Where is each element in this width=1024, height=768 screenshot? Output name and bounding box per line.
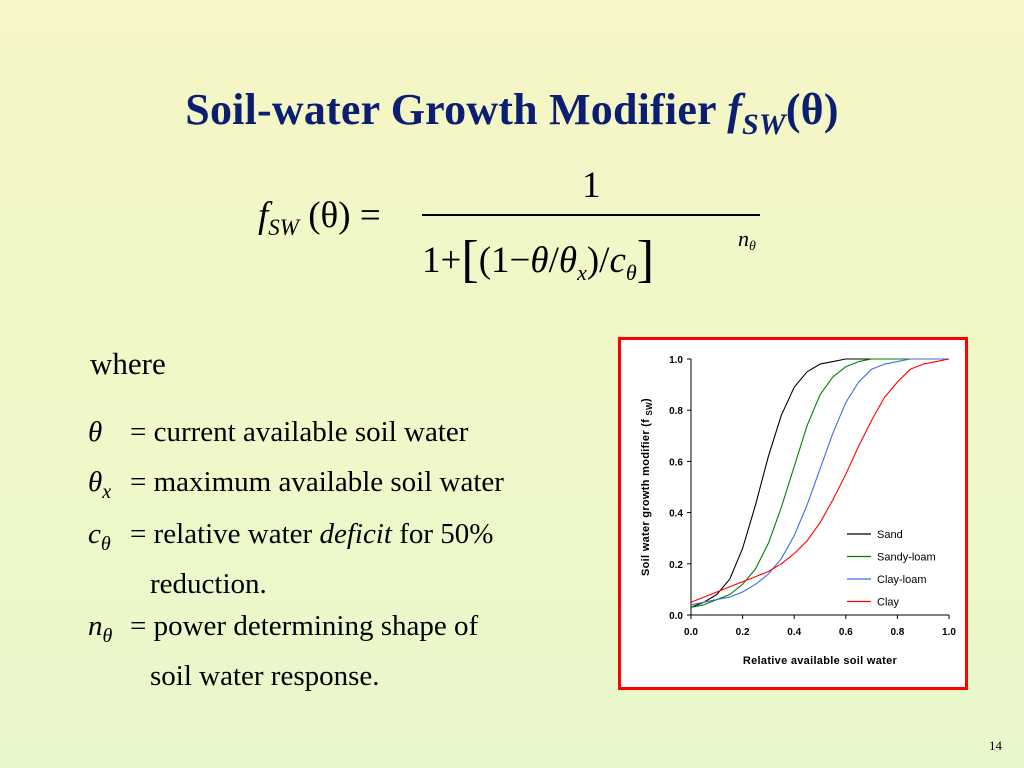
series-line-sand — [690, 358, 949, 608]
y-tick-label: 1.0 — [669, 355, 683, 366]
legend-label-sandy-loam: Sandy-loam — [877, 552, 936, 564]
series-line-sandy-loam — [690, 358, 949, 608]
definition-c-theta: cθ = relative water deficit for 50% reduc… — [88, 518, 494, 600]
title-text: Soil-water Growth Modifier — [185, 85, 728, 134]
x-tick-label: 0.8 — [890, 627, 904, 638]
x-tick-label: 0.2 — [736, 627, 750, 638]
legend-label-clay-loam: Clay-loam — [877, 574, 927, 586]
soil-water-modifier-chart: 0.0 0.2 0.4 0.6 0.8 1.0 0.0 0.2 0.4 0.6 0.8 1.0 Rela… — [640, 355, 956, 667]
y-tick-label: 0.4 — [669, 509, 683, 520]
x-tick-label: 1.0 — [942, 627, 956, 638]
definition-theta-x: θx = maximum available soil water — [88, 466, 504, 503]
growth-modifier-equation: fSW (θ) = 1 1+[(1−θ/θx)/cθ] nθ — [258, 165, 778, 288]
legend-label-clay: Clay — [877, 597, 900, 609]
definition-n-theta: nθ = power determining shape of soil wate… — [88, 610, 479, 692]
x-axis-label: Relative available soil water — [743, 655, 898, 667]
y-tick-label: 0.2 — [669, 560, 683, 571]
x-tick-label: 0.4 — [787, 627, 801, 638]
legend-label-sand: Sand — [877, 529, 903, 541]
y-tick-label: 0.8 — [669, 406, 683, 417]
slide-title: Soil-water Growth Modifier fSW(θ) — [0, 84, 1024, 142]
title-arg: (θ) — [785, 85, 839, 134]
y-tick-label: 0.0 — [669, 611, 683, 622]
chart-frame: 0.0 0.2 0.4 0.6 0.8 1.0 0.0 0.2 0.4 0.6 0.8 1.0 Rela… — [618, 337, 968, 690]
x-tick-label: 0.6 — [839, 627, 853, 638]
page-number: 14 — [989, 738, 1002, 753]
y-tick-label: 0.6 — [669, 457, 683, 468]
title-f: fSW — [727, 85, 786, 141]
series-line-clay — [690, 358, 950, 603]
equation-denominator: 1+[(1−θ/θx)/cθ] — [422, 231, 655, 288]
equation-exponent: nθ — [738, 226, 756, 254]
y-axis-label: Soil water growth modifier (f SW) — [640, 398, 654, 576]
equation-numerator: 1 — [582, 165, 601, 206]
title-sub: SW — [742, 108, 786, 141]
x-tick-label: 0.0 — [684, 627, 698, 638]
where-label: where — [90, 346, 166, 381]
fraction-bar — [422, 214, 760, 216]
series-line-clay-loam — [690, 358, 949, 606]
definition-theta: θ = current available soil water — [88, 416, 469, 448]
equation-lhs: fSW (θ) = — [258, 195, 381, 240]
